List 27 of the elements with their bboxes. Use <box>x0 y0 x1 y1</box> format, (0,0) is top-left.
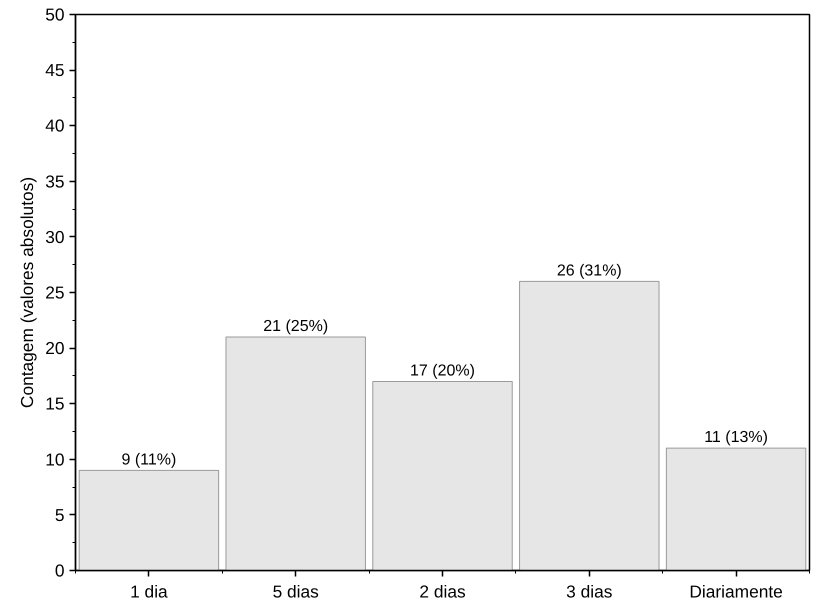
data-label: 11 (13%) <box>704 429 768 446</box>
bar <box>519 280 660 570</box>
data-label: 21 (25%) <box>263 318 328 335</box>
bar <box>666 448 806 570</box>
y-tick-label: 10 <box>45 449 65 470</box>
x-tick-label: 1 dia <box>130 582 168 602</box>
y-tick-label: 20 <box>45 338 65 358</box>
x-tick-label: 3 dias <box>566 582 613 602</box>
y-tick-label: 40 <box>45 116 65 136</box>
y-axis-title: Contagem (valores absolutos) <box>17 176 38 408</box>
y-tick-label: 45 <box>45 60 65 80</box>
y-tick-label: 30 <box>45 226 65 247</box>
bar <box>78 470 220 570</box>
x-tick-label: Diariamente <box>689 582 783 602</box>
y-tick-label: 0 <box>54 560 65 580</box>
x-tick-label: 5 dias <box>272 582 320 602</box>
y-tick-label: 15 <box>45 394 65 414</box>
data-label: 26 (31%) <box>556 262 622 280</box>
y-tick-label: 25 <box>45 282 65 302</box>
bar <box>372 380 513 570</box>
y-tick-label: 35 <box>45 171 65 192</box>
data-label: 9 (11%) <box>121 451 176 468</box>
bar <box>225 336 366 570</box>
y-tick-label: 5 <box>54 504 65 525</box>
data-label: 17 (20%) <box>410 362 475 380</box>
y-tick-label: 50 <box>45 4 65 24</box>
x-tick-label: 2 dias <box>419 582 466 602</box>
